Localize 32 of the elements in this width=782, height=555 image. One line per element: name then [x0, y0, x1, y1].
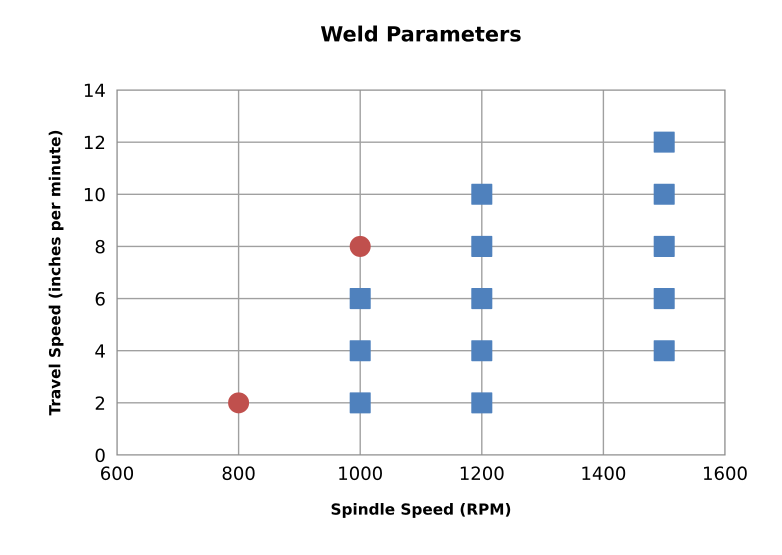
point	[654, 236, 675, 257]
x-tick-label: 1600	[704, 466, 747, 480]
point	[654, 288, 675, 310]
y-tick-label: 4	[95, 344, 105, 358]
x-tick-label: 1200	[460, 466, 504, 480]
point	[350, 236, 371, 257]
point	[471, 340, 492, 362]
point	[471, 236, 492, 257]
point	[471, 288, 492, 310]
point	[654, 132, 675, 153]
x-tick-label: 1000	[339, 466, 382, 480]
point	[228, 392, 250, 414]
point	[350, 340, 371, 362]
y-tick-label: 12	[84, 136, 104, 150]
x-tick-label: 1400	[582, 466, 626, 480]
y-tick-label: 6	[96, 292, 105, 306]
point	[350, 288, 371, 310]
y-tick-label: 8	[96, 240, 105, 254]
y-axis-title: Travel Speed (inches per minute)	[48, 130, 64, 416]
point	[654, 340, 675, 362]
y-tick-label: 2	[96, 396, 104, 410]
y-tick-label: 10	[84, 188, 105, 202]
chart-title: Weld Parameters	[320, 26, 521, 42]
point	[654, 184, 675, 205]
point	[350, 392, 371, 414]
point	[471, 184, 492, 205]
y-tick-label: 14	[84, 84, 105, 97]
y-tick-label: 0	[96, 448, 105, 462]
x-axis-title: Spindle Speed (RPM)	[332, 503, 510, 518]
point	[471, 392, 492, 414]
x-tick-label: 600	[101, 466, 134, 480]
x-tick-label: 800	[222, 466, 255, 480]
